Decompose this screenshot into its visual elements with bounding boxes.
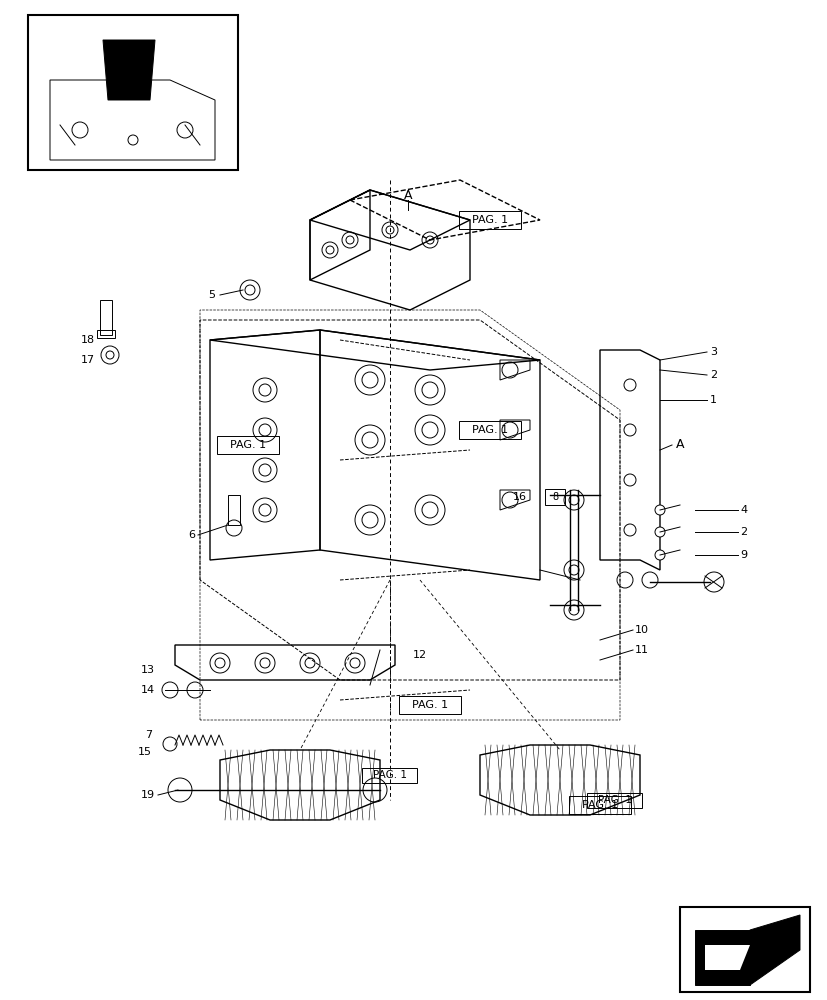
Circle shape — [703, 572, 723, 592]
Bar — [679, 907, 809, 992]
Bar — [97, 330, 115, 338]
Text: PAG. 1: PAG. 1 — [230, 440, 265, 450]
Circle shape — [654, 505, 664, 515]
Bar — [544, 489, 564, 505]
Text: 12: 12 — [413, 650, 427, 660]
Text: 15: 15 — [138, 747, 152, 757]
Text: 2: 2 — [709, 370, 716, 380]
Polygon shape — [704, 945, 749, 970]
Text: 8: 8 — [552, 492, 557, 502]
Text: PAG. 1: PAG. 1 — [412, 700, 447, 710]
Text: 19: 19 — [141, 790, 155, 800]
Circle shape — [654, 527, 664, 537]
Text: 17: 17 — [81, 355, 95, 365]
Text: 10: 10 — [634, 625, 648, 635]
Text: PAG. 1: PAG. 1 — [581, 800, 617, 810]
Text: 4: 4 — [739, 505, 746, 515]
Bar — [587, 792, 642, 807]
Text: A: A — [675, 438, 683, 452]
Text: PAG. 1: PAG. 1 — [471, 215, 508, 225]
Bar — [458, 211, 520, 229]
Polygon shape — [749, 915, 799, 985]
Bar — [227, 495, 240, 525]
Text: 3: 3 — [709, 347, 716, 357]
Text: A: A — [404, 189, 412, 202]
Bar — [399, 696, 461, 714]
Text: 1: 1 — [709, 395, 716, 405]
Bar — [217, 436, 279, 454]
Text: PAG. 1: PAG. 1 — [372, 770, 407, 780]
Circle shape — [654, 550, 664, 560]
Text: 14: 14 — [141, 685, 155, 695]
Text: 11: 11 — [634, 645, 648, 655]
Text: PAG. 1: PAG. 1 — [597, 795, 631, 805]
Text: 16: 16 — [513, 492, 526, 502]
Text: 5: 5 — [208, 290, 215, 300]
Text: 13: 13 — [141, 665, 155, 675]
Text: PAG. 1: PAG. 1 — [471, 425, 508, 435]
Text: 9: 9 — [739, 550, 746, 560]
Bar — [362, 768, 417, 782]
Text: 2: 2 — [739, 527, 746, 537]
Text: 7: 7 — [145, 730, 152, 740]
Text: 6: 6 — [188, 530, 195, 540]
Polygon shape — [103, 40, 155, 100]
Text: 18: 18 — [81, 335, 95, 345]
Bar — [568, 796, 630, 814]
Bar — [28, 15, 237, 170]
Bar — [100, 300, 112, 335]
Bar — [458, 421, 520, 439]
Polygon shape — [694, 930, 749, 985]
